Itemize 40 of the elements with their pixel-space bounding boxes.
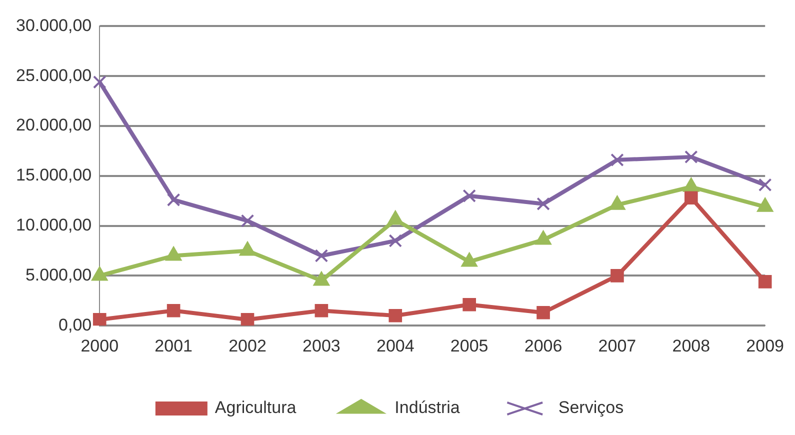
point (240, 312, 254, 326)
legend-label: Indústria (394, 398, 460, 418)
point (240, 214, 254, 228)
point (536, 197, 550, 210)
y-tick-label: 0,00 (58, 315, 92, 334)
x-tick-label: 2001 (154, 336, 192, 356)
x-tick-label: 2009 (746, 336, 784, 356)
legend-label: Serviços (558, 398, 624, 418)
point (314, 304, 328, 318)
x-tick-label: 2003 (302, 336, 340, 356)
point (536, 306, 550, 320)
point (462, 298, 476, 312)
y-tick-label: 10.000,00 (16, 215, 92, 234)
point (610, 153, 624, 167)
point (166, 193, 180, 207)
x-tick-label: 2008 (672, 336, 710, 356)
y-tick-label: 20.000,00 (16, 116, 92, 135)
point (462, 189, 476, 203)
point (92, 75, 106, 89)
x-tick-label: 2005 (450, 336, 488, 356)
point (610, 269, 624, 282)
y-tick-label: 5.000,00 (25, 265, 92, 284)
x-tick-label: 2004 (376, 336, 414, 356)
point (684, 191, 698, 205)
x-tick-label: 2002 (228, 336, 266, 356)
point (166, 304, 180, 318)
legend-label: Agricultura (214, 398, 297, 418)
x-tick-label: 2007 (598, 336, 636, 356)
point (758, 178, 772, 192)
point (92, 312, 106, 326)
point (758, 275, 772, 288)
y-tick-label: 15.000,00 (16, 166, 92, 185)
x-tick-label: 2006 (524, 336, 562, 356)
y-tick-label: 25.000,00 (16, 66, 92, 85)
x-tick-label: 2000 (80, 336, 119, 356)
point (388, 234, 402, 248)
point (314, 249, 328, 262)
y-tick-label: 30.000,00 (16, 16, 92, 35)
point (684, 150, 698, 164)
point (388, 308, 402, 322)
